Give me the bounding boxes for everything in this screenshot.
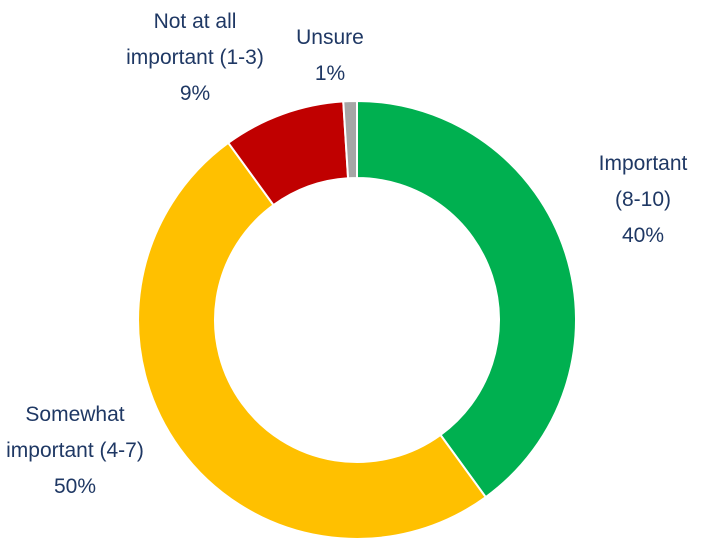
category-label: Important (8-10) — [598, 152, 688, 211]
donut-slice — [342, 99, 358, 180]
value-label: 50% — [53, 475, 97, 498]
category-label: Unsure — [296, 26, 364, 49]
category-label: Not at all important (1-3) — [126, 10, 264, 69]
donut-slice — [137, 141, 488, 540]
value-label: 40% — [621, 224, 665, 247]
slice-label: Important (8-10) 40% — [583, 146, 703, 254]
value-label: 9% — [179, 82, 211, 105]
value-label: 1% — [314, 62, 346, 85]
slice-label: Somewhat important (4-7) 50% — [5, 397, 145, 505]
category-label: Somewhat important (4-7) — [6, 403, 144, 462]
slice-label: Not at all important (1-3) 9% — [125, 4, 265, 112]
donut-slice — [356, 99, 577, 499]
slice-label: Unsure 1% — [280, 20, 380, 92]
